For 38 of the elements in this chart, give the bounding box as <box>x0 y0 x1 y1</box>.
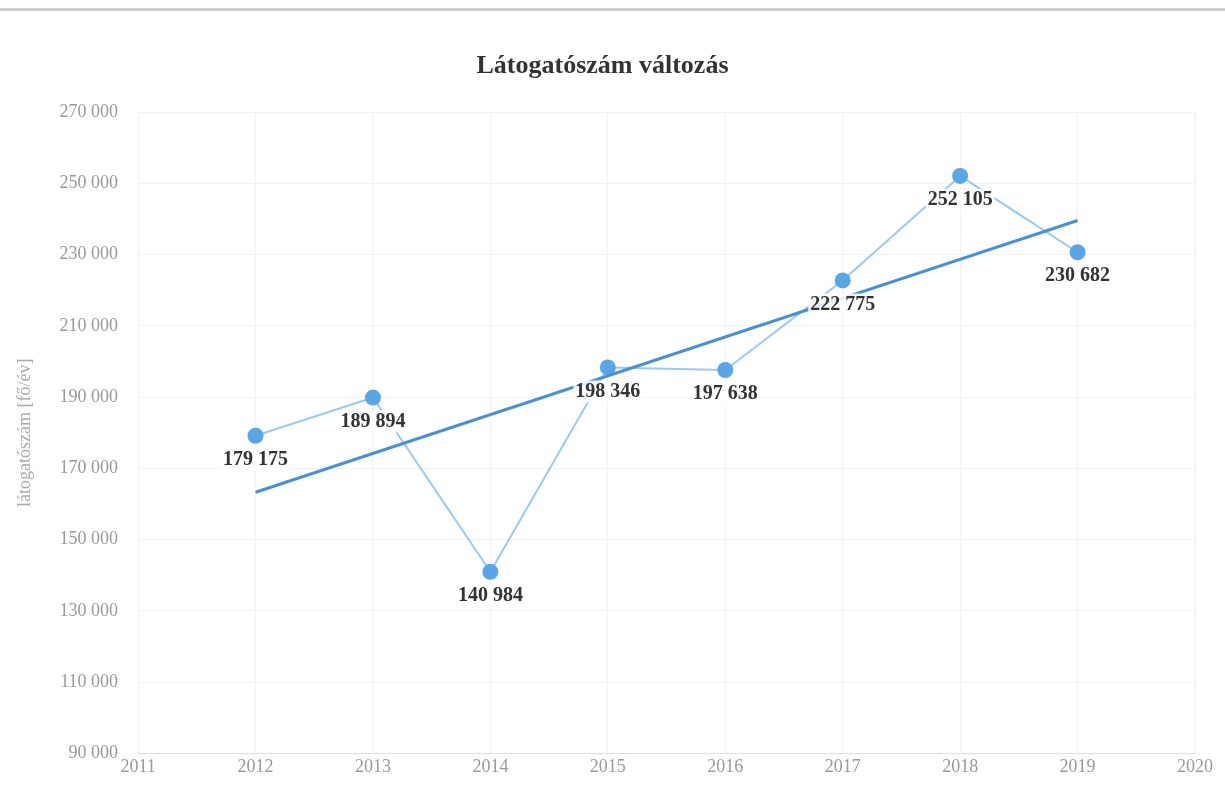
data-label: 252 105 <box>927 187 993 210</box>
data-label: 198 346 <box>575 378 641 401</box>
data-label: 197 638 <box>692 381 758 404</box>
x-tick-label: 2012 <box>237 755 274 776</box>
y-tick-label: 110 000 <box>60 670 119 691</box>
data-label: 140 984 <box>457 582 523 605</box>
x-tick-label: 2020 <box>1177 755 1213 776</box>
data-label: 222 775 <box>810 291 876 314</box>
point <box>599 359 616 376</box>
x-tick-label: 2017 <box>824 755 861 776</box>
y-tick-label: 230 000 <box>59 243 119 264</box>
y-tick-label: 270 000 <box>59 100 119 121</box>
point <box>1069 244 1086 261</box>
x-tick-label: 2019 <box>1059 755 1096 776</box>
y-tick-label: 90 000 <box>68 742 119 763</box>
data-label: 179 175 <box>223 446 289 469</box>
x-tick-label: 2015 <box>589 755 626 776</box>
y-tick-label: 170 000 <box>59 457 119 478</box>
x-tick-label: 2011 <box>120 755 156 776</box>
x-tick-label: 2016 <box>707 755 744 776</box>
point <box>717 361 734 378</box>
x-tick-label: 2018 <box>942 755 979 776</box>
data-label: 230 682 <box>1045 263 1111 286</box>
point <box>364 389 381 406</box>
point <box>834 272 851 289</box>
chart-title: Látogatószám változás <box>476 50 729 80</box>
data-label: 189 894 <box>340 408 406 431</box>
y-tick-label: 190 000 <box>59 385 119 406</box>
point <box>247 427 264 444</box>
x-tick-label: 2013 <box>354 755 391 776</box>
x-tick-label: 2014 <box>472 755 509 776</box>
point <box>952 167 969 184</box>
y-tick-label: 250 000 <box>59 172 119 193</box>
point <box>482 563 499 580</box>
y-axis-title: látogatószám [fő/év] <box>13 358 34 508</box>
y-tick-label: 130 000 <box>59 599 119 620</box>
y-tick-label: 150 000 <box>59 528 119 549</box>
y-tick-label: 210 000 <box>59 314 119 335</box>
